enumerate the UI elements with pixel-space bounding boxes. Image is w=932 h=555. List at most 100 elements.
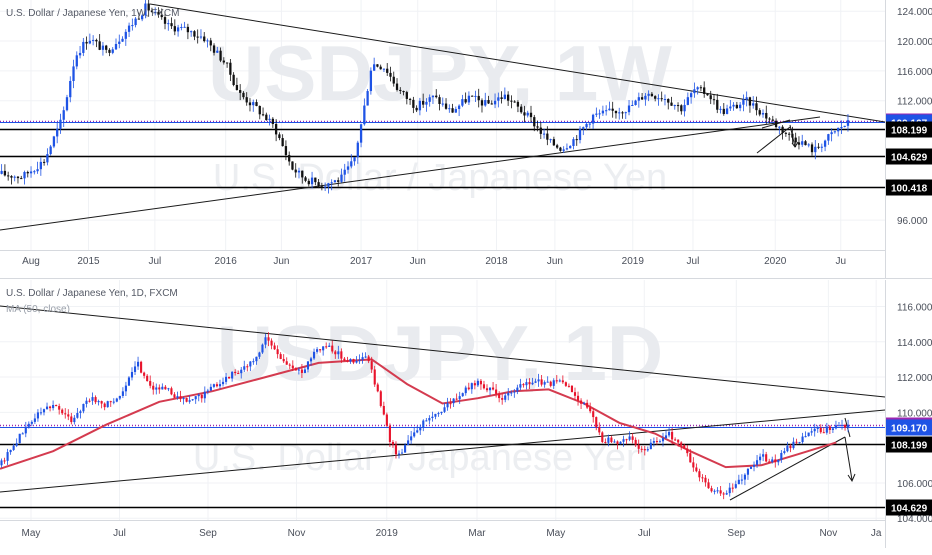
daily-candle-body	[531, 383, 533, 384]
weekly-candle-body	[167, 23, 169, 24]
weekly-candle-body	[432, 96, 434, 98]
daily-candle-body	[665, 435, 667, 438]
daily-candle-body	[553, 380, 555, 386]
weekly-candle-body	[301, 171, 303, 178]
weekly-candle-body	[174, 26, 176, 31]
daily-candle-body	[331, 346, 333, 352]
daily-candle-body	[192, 399, 194, 400]
daily-candle-body	[604, 442, 606, 443]
weekly-candle-body	[102, 46, 104, 50]
weekly-candle-body	[295, 170, 297, 173]
weekly-time-tick-5: 2017	[350, 256, 373, 267]
daily-candle-body	[58, 406, 60, 410]
weekly-candle-body	[746, 97, 748, 99]
weekly-candle-body	[321, 186, 323, 187]
weekly-candle-body	[654, 96, 656, 99]
weekly-candle-body	[491, 103, 493, 104]
weekly-candle-body	[830, 132, 832, 134]
weekly-candle-body	[667, 99, 669, 103]
daily-candle-body	[313, 352, 315, 359]
weekly-title: U.S. Dollar / Japanese Yen, 1W, FXCM	[6, 8, 179, 19]
daily-candle-body	[726, 493, 728, 494]
daily-candle-body	[844, 425, 846, 428]
weekly-candle-body	[242, 93, 244, 97]
daily-candle-body	[167, 388, 169, 389]
daily-candle-body	[40, 412, 42, 413]
daily-candle-body	[622, 439, 624, 442]
daily-watermark-name: U.S. Dollar / Japanese Yen	[193, 437, 647, 479]
weekly-candle-body	[0, 171, 2, 174]
daily-candle-body	[513, 392, 515, 393]
weekly-candle-body	[112, 49, 114, 53]
daily-candle-body	[538, 379, 540, 381]
weekly-candle-body	[768, 119, 770, 120]
weekly-candle-body	[393, 77, 395, 84]
daily-candle-body	[146, 376, 148, 381]
daily-candle-body	[522, 384, 524, 385]
weekly-candle-body	[827, 134, 829, 140]
daily-candle-body	[820, 428, 822, 432]
daily-candle-body	[841, 425, 843, 426]
weekly-price-tick-6: 96.000	[897, 216, 928, 227]
daily-candle-body	[79, 411, 81, 413]
weekly-candle-body	[563, 149, 565, 150]
daily-candle-body	[829, 426, 831, 430]
daily-candle-body	[468, 388, 470, 390]
weekly-candle-body	[347, 166, 349, 169]
daily-candle-body	[343, 359, 345, 361]
weekly-candle-body	[438, 97, 440, 104]
daily-candle-body	[131, 372, 133, 378]
daily-candle-body	[304, 369, 306, 372]
weekly-candle-body	[680, 105, 682, 111]
daily-candle-body	[647, 449, 649, 450]
weekly-candle-body	[546, 134, 548, 140]
daily-candle-body	[228, 377, 230, 379]
weekly-candle-body	[265, 115, 267, 120]
weekly-candle-body	[647, 94, 649, 96]
daily-candle-body	[729, 488, 731, 493]
daily-candle-body	[516, 388, 518, 392]
daily-candle-body	[744, 475, 746, 480]
daily-candle-body	[419, 427, 421, 430]
weekly-candle-body	[360, 124, 362, 142]
weekly-candle-body	[285, 146, 287, 155]
daily-candle-body	[3, 460, 5, 461]
daily-candle-body	[805, 436, 807, 437]
daily-candle-body	[334, 351, 336, 354]
daily-time-tick-10: Ja	[871, 528, 882, 539]
daily-candle-body	[404, 445, 406, 453]
daily-candle-body	[732, 488, 734, 489]
daily-candle-body	[237, 373, 239, 374]
weekly-candle-body	[530, 113, 532, 117]
weekly-candle-body	[615, 111, 617, 113]
daily-candle-body	[692, 462, 694, 467]
weekly-candle-body	[566, 148, 568, 149]
weekly-candle-body	[40, 162, 42, 169]
daily-time-tick-7: Jul	[638, 528, 651, 539]
daily-title: U.S. Dollar / Japanese Yen, 1D, FXCM	[6, 288, 178, 299]
daily-candle-body	[386, 415, 388, 426]
weekly-candle-body	[549, 139, 551, 140]
daily-candle-body	[650, 443, 652, 449]
weekly-candle-body	[56, 129, 58, 137]
daily-candle-body	[759, 457, 761, 461]
daily-candle-body	[337, 351, 339, 354]
weekly-candle-body	[105, 46, 107, 50]
daily-time-tick-5: Mar	[468, 528, 486, 539]
daily-candle-body	[346, 361, 348, 362]
daily-candle-body	[835, 425, 837, 428]
weekly-candle-body	[602, 111, 604, 114]
weekly-candle-body	[612, 109, 614, 111]
daily-candle-body	[28, 424, 30, 427]
daily-candle-body	[714, 491, 716, 492]
daily-candle-body	[707, 482, 709, 488]
daily-candle-body	[374, 369, 376, 384]
daily-candle-body	[747, 469, 749, 475]
weekly-candle-body	[412, 100, 414, 108]
weekly-level-label-4: 100.418	[891, 184, 928, 195]
daily-price-tick-2: 112.000	[897, 373, 932, 384]
weekly-candle-body	[582, 127, 584, 128]
daily-candle-body	[280, 354, 282, 359]
weekly-candle-body	[344, 170, 346, 175]
